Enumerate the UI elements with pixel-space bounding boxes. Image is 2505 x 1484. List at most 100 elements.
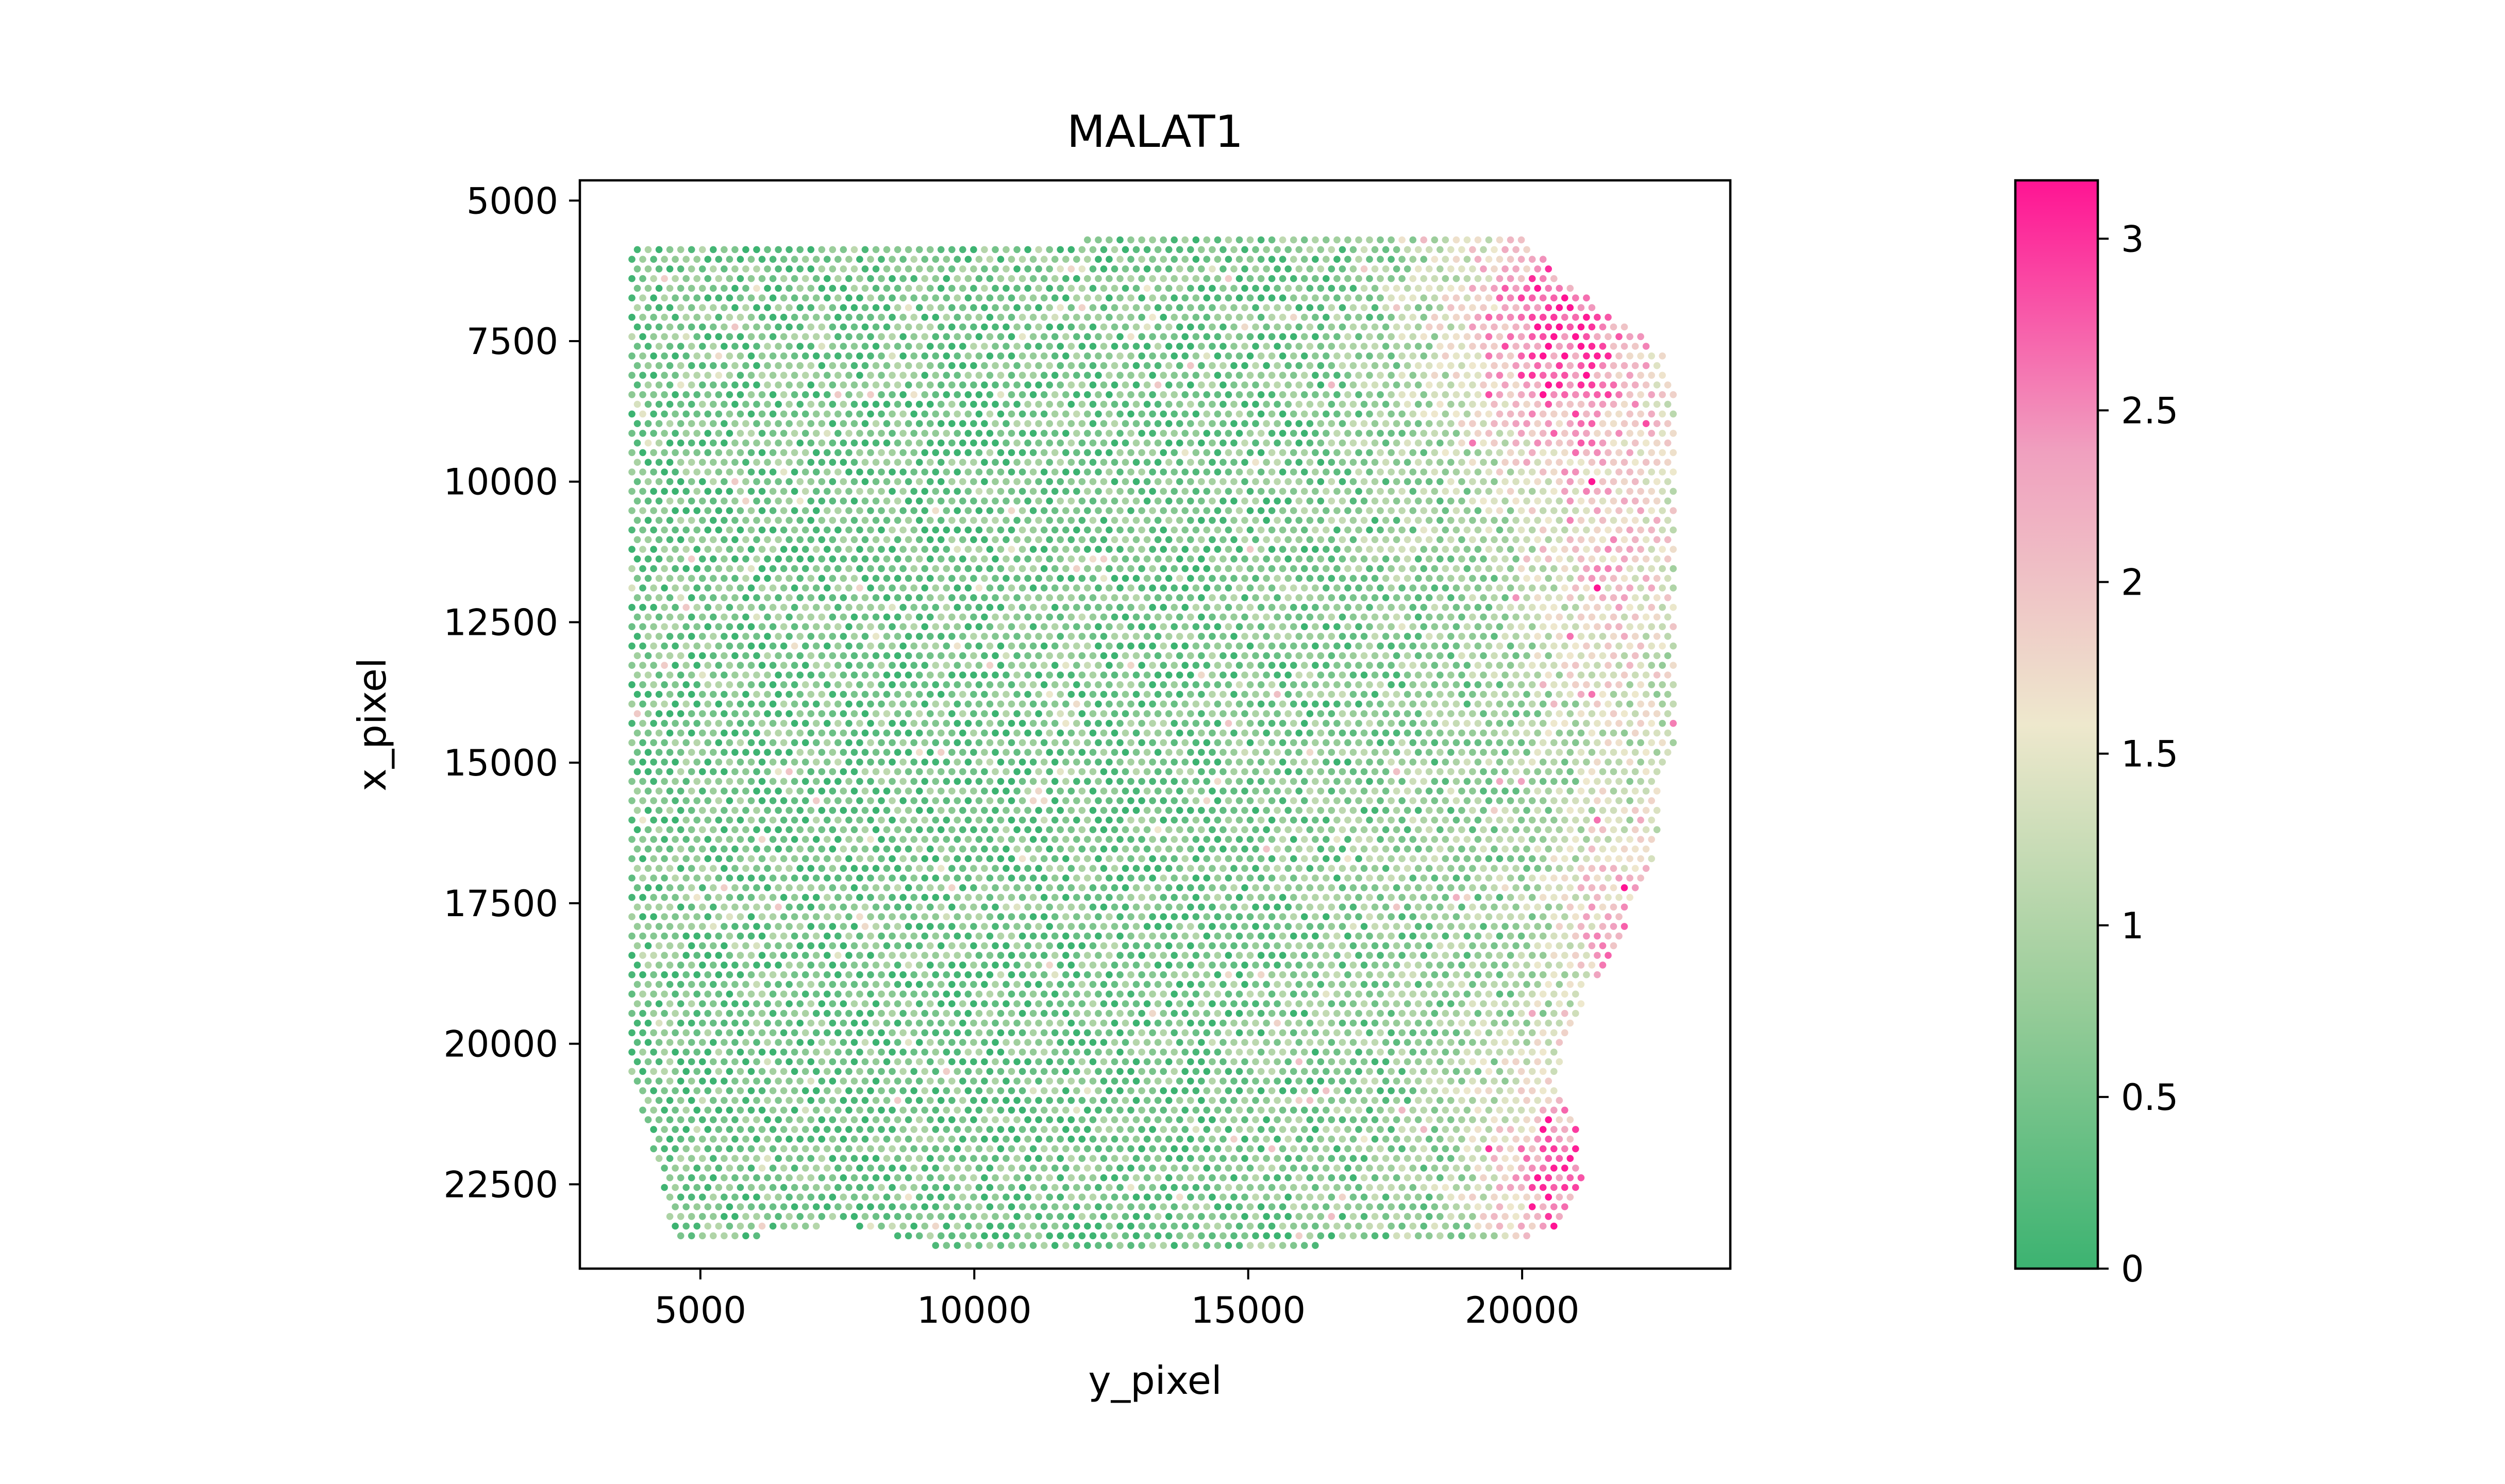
scatter-point <box>655 613 663 621</box>
scatter-point <box>1431 681 1439 688</box>
scatter-point <box>1290 681 1297 688</box>
scatter-point <box>1621 671 1628 679</box>
scatter-point <box>1659 487 1666 495</box>
scatter-point <box>926 400 934 408</box>
scatter-point <box>1425 575 1433 582</box>
scatter-point <box>1664 517 1672 524</box>
scatter-point <box>1252 420 1259 427</box>
scatter-point <box>1534 323 1541 331</box>
scatter-point <box>1480 478 1487 485</box>
scatter-point <box>1349 362 1357 369</box>
scatter-point <box>1132 246 1140 254</box>
scatter-point <box>1528 603 1536 611</box>
scatter-point <box>1588 594 1596 601</box>
scatter-point <box>1605 623 1612 630</box>
scatter-point <box>1149 449 1156 457</box>
scatter-point <box>1458 420 1465 427</box>
scatter-point <box>1198 400 1205 408</box>
scatter-point <box>1648 430 1655 437</box>
scatter-point <box>1577 594 1585 601</box>
scatter-point <box>644 246 652 254</box>
scatter-point <box>1414 362 1422 369</box>
scatter-point <box>1300 449 1308 457</box>
scatter-point <box>807 710 814 717</box>
scatter-point <box>1062 739 1070 747</box>
scatter-point <box>975 603 983 611</box>
scatter-point <box>1333 449 1341 457</box>
scatter-point <box>1018 430 1026 437</box>
scatter-point <box>1165 633 1173 640</box>
scatter-point <box>812 430 820 437</box>
scatter-point <box>1626 333 1633 341</box>
scatter-point <box>1425 459 1433 466</box>
scatter-point <box>1404 710 1411 717</box>
scatter-point <box>1176 343 1183 350</box>
scatter-point <box>1469 710 1476 717</box>
scatter-point <box>1556 671 1563 679</box>
scatter-point <box>1599 497 1607 505</box>
scatter-point <box>1122 304 1129 311</box>
scatter-point <box>672 275 679 282</box>
scatter-point <box>775 555 782 563</box>
scatter-point <box>1404 729 1411 737</box>
scatter-point <box>872 633 880 640</box>
scatter-point <box>1539 487 1547 495</box>
scatter-point <box>1323 565 1330 572</box>
scatter-point <box>731 633 739 640</box>
scatter-point <box>1073 275 1080 282</box>
scatter-point <box>1556 710 1563 717</box>
scatter-point <box>861 323 869 331</box>
scatter-point <box>1024 710 1031 717</box>
scatter-point <box>710 478 717 485</box>
scatter-point <box>791 642 798 650</box>
scatter-point <box>1615 333 1623 341</box>
scatter-point <box>1659 372 1666 379</box>
scatter-point <box>764 478 771 485</box>
scatter-point <box>1279 256 1287 263</box>
scatter-point <box>834 372 842 379</box>
scatter-point <box>791 584 798 592</box>
scatter-point <box>1300 642 1308 650</box>
scatter-point <box>1035 478 1042 485</box>
scatter-point <box>1491 671 1498 679</box>
scatter-point <box>1220 652 1227 660</box>
scatter-point <box>1626 700 1633 708</box>
scatter-point <box>1198 381 1205 389</box>
scatter-point <box>818 594 826 601</box>
scatter-point <box>1523 459 1530 466</box>
scatter-point <box>1420 584 1427 592</box>
scatter-point <box>1539 739 1547 747</box>
scatter-point <box>1339 246 1346 254</box>
scatter-point <box>1078 575 1086 582</box>
scatter-point <box>666 459 674 466</box>
scatter-point <box>1463 294 1471 301</box>
scatter-point <box>915 400 923 408</box>
scatter-point <box>726 275 733 282</box>
scatter-point <box>1528 468 1536 476</box>
scatter-point <box>666 284 674 292</box>
scatter-point <box>1458 284 1465 292</box>
scatter-point <box>867 468 874 476</box>
scatter-point <box>1073 410 1080 418</box>
scatter-point <box>1523 362 1530 369</box>
scatter-point <box>861 400 869 408</box>
scatter-point <box>1561 584 1568 592</box>
scatter-point <box>845 720 853 727</box>
scatter-point <box>1605 642 1612 650</box>
scatter-point <box>1523 633 1530 640</box>
scatter-point <box>1062 449 1070 457</box>
scatter-point <box>1274 710 1281 717</box>
scatter-point <box>1583 468 1590 476</box>
scatter-point <box>666 690 674 698</box>
scatter-point <box>1274 362 1281 369</box>
scatter-point <box>780 662 788 669</box>
scatter-point <box>1143 633 1151 640</box>
scatter-point <box>856 546 863 553</box>
scatter-point <box>1491 633 1498 640</box>
scatter-point <box>726 313 733 321</box>
scatter-point <box>1003 304 1010 311</box>
scatter-point <box>1241 381 1248 389</box>
scatter-point <box>1637 681 1644 688</box>
scatter-point <box>1377 487 1384 495</box>
scatter-point <box>1517 430 1525 437</box>
